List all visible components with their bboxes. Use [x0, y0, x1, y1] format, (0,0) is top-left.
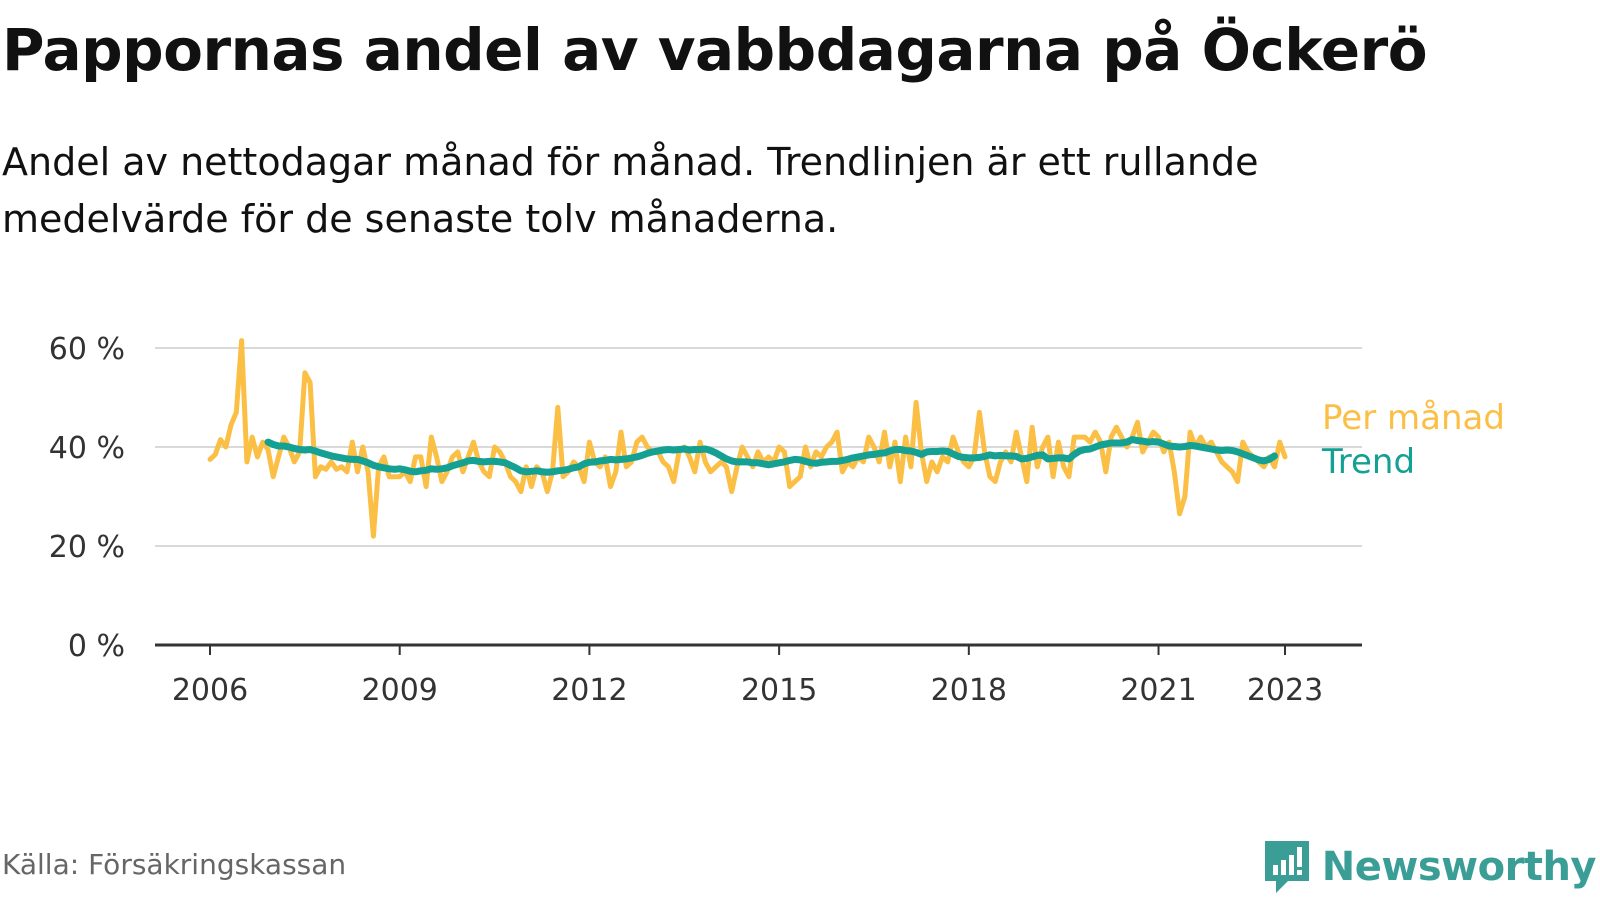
series-line-trend [264, 436, 1278, 476]
series-lines [207, 338, 1288, 539]
x-tick-label: 2023 [1247, 673, 1323, 708]
series-line-per-manad [207, 338, 1288, 539]
x-tick-label: 2018 [931, 673, 1007, 708]
y-tick-label: 40 % [49, 431, 125, 466]
series-label-per-manad: Per månad [1322, 398, 1505, 438]
x-tick-label: 2006 [172, 673, 248, 708]
x-tick-label: 2015 [741, 673, 817, 708]
brand-name: Newsworthy [1321, 844, 1597, 890]
y-axis-ticks: 0 % 20 % 40 % 60 % [49, 332, 125, 664]
source-note: Källa: Försäkringskassan [2, 848, 347, 881]
x-tick-label: 2021 [1120, 673, 1196, 708]
chart-title: Pappornas andel av vabbdagarna på Öckerö [2, 16, 1428, 84]
x-tick-label: 2012 [551, 673, 627, 708]
x-tick-label: 2009 [362, 673, 438, 708]
x-axis-ticks: 2006 2009 2012 2015 2018 2021 2023 [172, 645, 1323, 708]
brand-logo: Newsworthy [1262, 838, 1597, 896]
series-label-trend: Trend [1321, 442, 1415, 482]
chart-subtitle: Andel av nettodagar månad för månad. Tre… [2, 140, 1259, 241]
y-tick-label: 60 % [49, 332, 125, 367]
y-tick-label: 0 % [68, 629, 125, 664]
newsworthy-logo-icon [1264, 841, 1309, 893]
y-tick-label: 20 % [49, 530, 125, 565]
